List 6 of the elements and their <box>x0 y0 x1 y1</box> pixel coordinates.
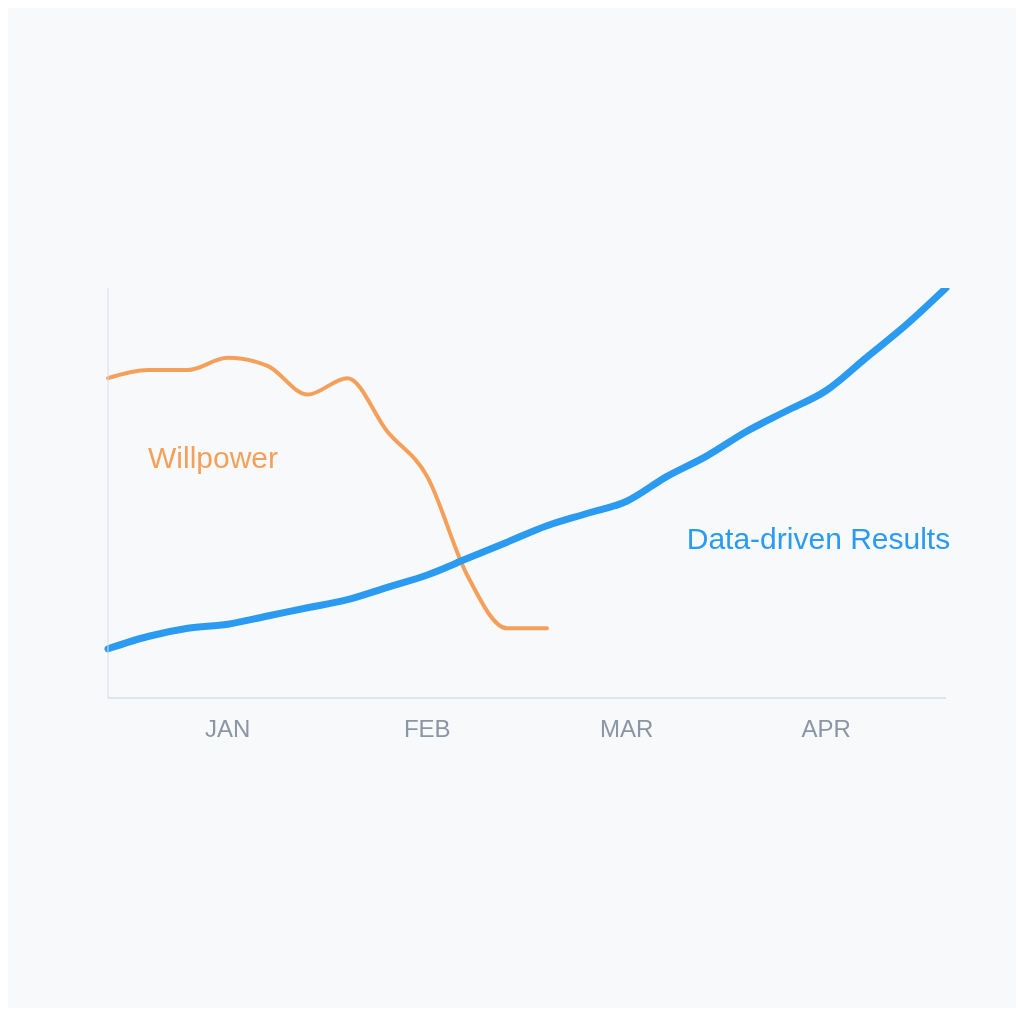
x-tick-label: APR <box>801 715 851 743</box>
series-label: Willpower <box>148 441 279 475</box>
x-tick-label: MAR <box>600 715 654 743</box>
x-tick-label: FEB <box>403 715 451 743</box>
series-label: Data-driven Results <box>686 522 951 556</box>
x-tick-label: JAN <box>205 715 251 743</box>
